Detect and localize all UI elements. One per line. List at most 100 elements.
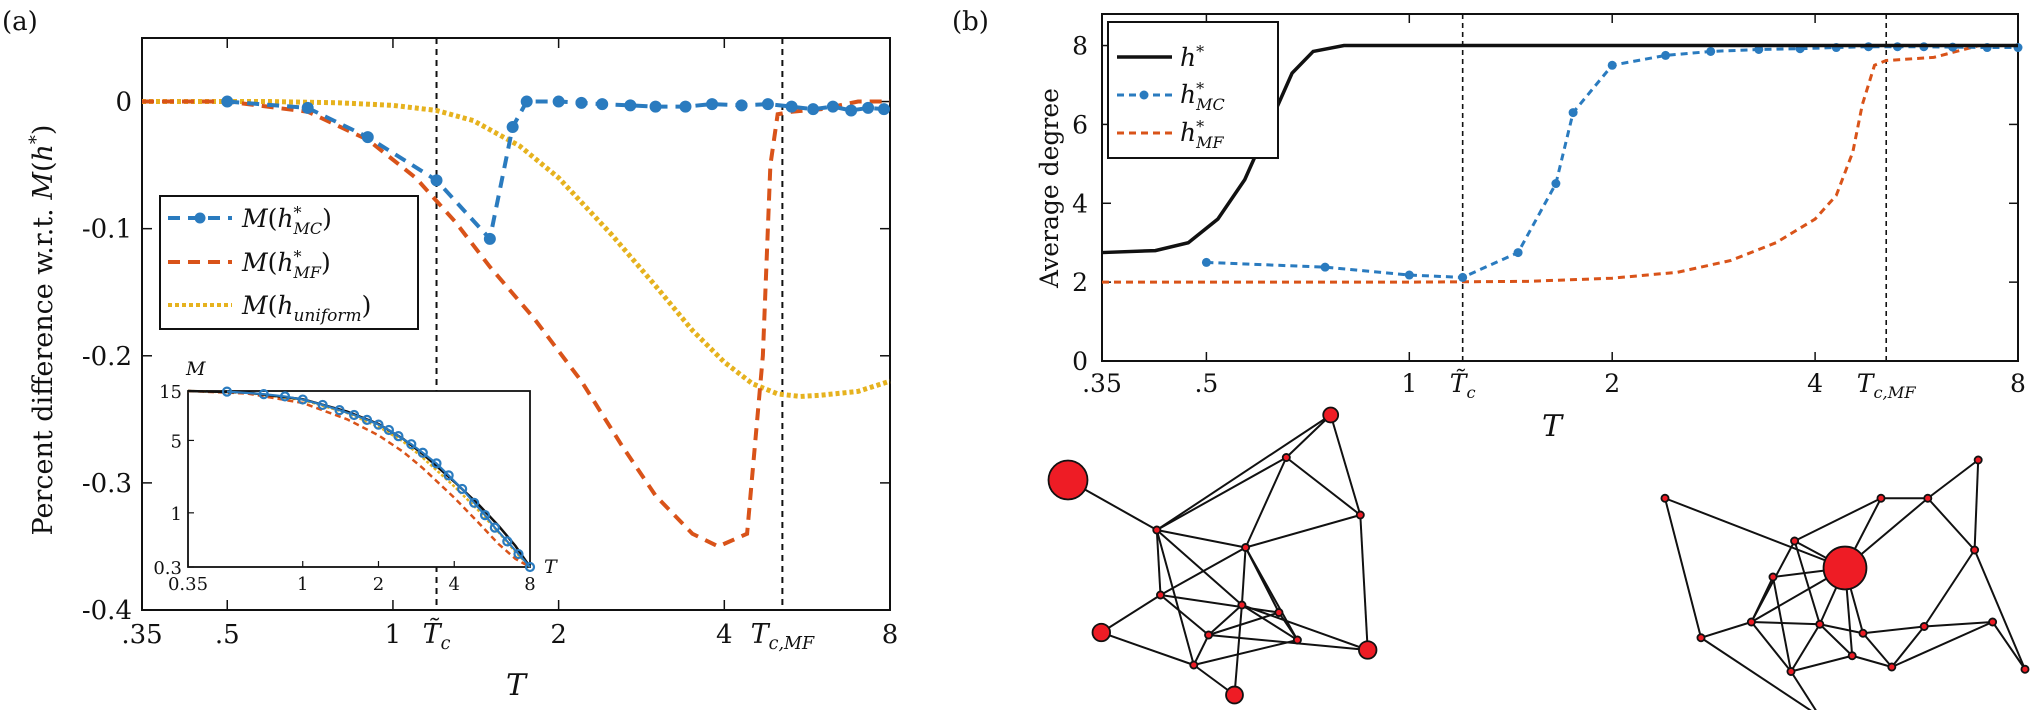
network-edge bbox=[1793, 540, 1821, 625]
network-edge bbox=[1924, 621, 1993, 628]
y-tick-label: -0.1 bbox=[82, 215, 132, 245]
network-node bbox=[1822, 545, 1868, 591]
svg-text:h*: h* bbox=[1180, 42, 1204, 72]
network-edge bbox=[1700, 621, 1752, 639]
network-edge bbox=[1790, 670, 1817, 710]
network-node bbox=[1973, 455, 1983, 465]
legend-b-entry-mf: h* MF bbox=[1117, 117, 1224, 152]
panel-a-inset: 0.35 1 2 4 8 15 5 1 0.3 M T bbox=[153, 358, 558, 595]
network-node bbox=[1876, 493, 1886, 503]
data-point bbox=[361, 131, 374, 144]
inset-data-point bbox=[334, 405, 345, 416]
network-edge bbox=[1664, 498, 1702, 638]
inset-x-tick-label: 8 bbox=[524, 574, 535, 595]
x-tick-label: 8 bbox=[2010, 369, 2026, 398]
vline-label: T̃c bbox=[423, 617, 451, 654]
network-node bbox=[1047, 459, 1089, 501]
data-point bbox=[1458, 272, 1468, 282]
network-edge bbox=[1285, 456, 1361, 516]
x-tick-label: .5 bbox=[215, 620, 240, 650]
inset-y-tick-label: 15 bbox=[159, 382, 182, 403]
inset-y-tick-label: 1 bbox=[171, 504, 182, 525]
inset-x-tick-label: 1 bbox=[297, 574, 308, 595]
network-edge bbox=[1207, 604, 1243, 636]
network-edge bbox=[1100, 594, 1162, 634]
network-node bbox=[1355, 510, 1365, 520]
network-edge bbox=[1991, 621, 2026, 670]
network-edge bbox=[1244, 547, 1299, 641]
network-edge bbox=[1278, 611, 1299, 641]
inset-data-point bbox=[431, 458, 442, 469]
series-line bbox=[227, 99, 885, 244]
inset-data-point bbox=[317, 399, 328, 411]
y-tick-label: -0.3 bbox=[82, 469, 132, 499]
inset-data-point bbox=[349, 409, 360, 421]
data-point bbox=[221, 95, 234, 108]
data-point bbox=[735, 99, 748, 112]
network-edge bbox=[1100, 631, 1195, 666]
network-edge bbox=[1208, 611, 1280, 636]
vline-label: Tc,MF bbox=[1857, 369, 1917, 402]
data-point bbox=[552, 95, 565, 108]
panel-b-ticks: .35 .5 1 2 4 8 0 2 4 6 8 bbox=[1072, 14, 2026, 398]
network-edge bbox=[1891, 625, 1925, 668]
inset-data-point bbox=[383, 424, 395, 436]
network-node bbox=[1988, 617, 1998, 627]
inset-data-point bbox=[279, 391, 291, 402]
network-edge bbox=[1790, 623, 1821, 673]
network-edge bbox=[1750, 621, 1792, 673]
network-edge bbox=[1193, 639, 1298, 666]
inset-x-tick-label: 2 bbox=[373, 574, 384, 595]
inset-data-point bbox=[524, 561, 536, 573]
network-node bbox=[1292, 635, 1302, 645]
inset-data-point bbox=[297, 394, 308, 405]
network-edge bbox=[1973, 549, 2026, 670]
data-point bbox=[1607, 60, 1617, 70]
inset-data-point bbox=[457, 483, 468, 495]
network-node bbox=[1091, 622, 1111, 643]
panel-a-series bbox=[142, 95, 891, 549]
network-node bbox=[1815, 619, 1825, 629]
network-edge bbox=[1244, 457, 1288, 548]
inset-series-line bbox=[226, 390, 531, 568]
network-edge bbox=[1819, 623, 1853, 657]
panel-a-legend: M(h* MC) M(h* MF) M(huniform) bbox=[159, 195, 419, 330]
network-edge bbox=[1927, 459, 1979, 500]
x-tick-label: .35 bbox=[1082, 369, 1122, 398]
y-tick-label: 2 bbox=[1072, 268, 1088, 297]
vline-label: Tc,MF bbox=[751, 619, 815, 654]
data-point bbox=[483, 232, 496, 245]
inset-data-point bbox=[502, 536, 513, 547]
network-node bbox=[1790, 536, 1800, 546]
panel-b-label: (b) bbox=[952, 7, 989, 37]
network-node bbox=[1768, 572, 1778, 582]
y-tick-label: -0.2 bbox=[82, 342, 132, 372]
panel-b-axes-box bbox=[1101, 13, 2019, 362]
panel-b-ylabel: Average degree bbox=[1035, 88, 1064, 289]
data-point bbox=[807, 103, 820, 116]
data-point bbox=[1551, 179, 1561, 189]
panel-a-vlines: T̃c Tc,MF bbox=[423, 38, 815, 654]
panel-b-series bbox=[1101, 42, 2023, 284]
inset-y-tick-label: 0.3 bbox=[153, 558, 182, 579]
x-tick-label: .35 bbox=[121, 620, 162, 650]
data-point bbox=[301, 101, 314, 114]
series-line bbox=[1206, 45, 2018, 279]
vline-label: T̃c bbox=[1450, 369, 1476, 402]
legend-b-entry-hstar: h* bbox=[1117, 42, 1204, 72]
network-node bbox=[1696, 633, 1706, 643]
inset-data-point bbox=[479, 510, 491, 521]
panel-a-ylabel: Percent difference w.r.t. M(h*) bbox=[26, 125, 59, 536]
inset-xlabel: T bbox=[544, 556, 558, 578]
network-edge bbox=[1155, 529, 1162, 596]
network-edge bbox=[1862, 625, 1925, 635]
data-point bbox=[1568, 108, 1578, 118]
data-point bbox=[1513, 248, 1523, 258]
network-edge bbox=[1245, 514, 1361, 549]
series-line bbox=[142, 99, 891, 399]
data-point bbox=[1404, 270, 1414, 280]
inset-data-point bbox=[443, 470, 454, 481]
network-edge bbox=[1159, 594, 1210, 636]
data-point bbox=[649, 100, 662, 113]
inset-data-point bbox=[469, 497, 480, 508]
